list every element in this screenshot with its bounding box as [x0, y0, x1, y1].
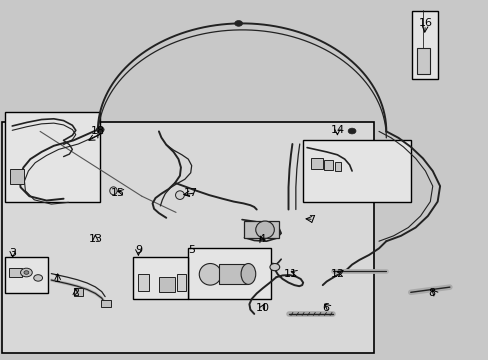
Bar	[416, 48, 429, 74]
Circle shape	[34, 275, 42, 281]
Bar	[411, 11, 437, 79]
Text: 18: 18	[91, 126, 105, 136]
Bar	[324, 160, 332, 170]
Bar	[133, 257, 188, 299]
Text: 15: 15	[110, 188, 124, 198]
Bar	[243, 221, 278, 238]
Ellipse shape	[175, 191, 184, 199]
Circle shape	[96, 127, 104, 132]
Text: 12: 12	[330, 269, 344, 279]
Text: 8: 8	[427, 288, 434, 298]
Text: 3: 3	[9, 248, 16, 258]
Text: 17: 17	[183, 188, 198, 198]
Text: 4: 4	[258, 234, 264, 244]
Circle shape	[24, 271, 29, 274]
Ellipse shape	[109, 187, 117, 195]
Bar	[74, 288, 83, 296]
Text: 10: 10	[255, 303, 269, 313]
Bar	[188, 248, 271, 299]
Ellipse shape	[255, 221, 274, 238]
Text: 9: 9	[135, 245, 142, 255]
Text: 5: 5	[188, 245, 195, 255]
Bar	[219, 264, 248, 284]
Text: 16: 16	[418, 18, 431, 28]
Ellipse shape	[199, 264, 221, 285]
Bar	[5, 257, 48, 293]
Text: 7: 7	[307, 215, 315, 225]
Text: 13: 13	[88, 234, 102, 244]
Bar	[138, 274, 148, 291]
Circle shape	[269, 264, 279, 271]
Circle shape	[234, 21, 242, 26]
Text: 2: 2	[72, 288, 79, 298]
Bar	[5, 112, 100, 202]
Text: 1: 1	[54, 274, 61, 284]
Text: 14: 14	[330, 125, 344, 135]
Bar	[101, 300, 111, 307]
Bar	[177, 274, 185, 291]
Circle shape	[20, 268, 32, 277]
Bar	[334, 162, 341, 171]
Text: 11: 11	[284, 269, 298, 279]
Bar	[310, 158, 322, 169]
Bar	[10, 169, 24, 184]
Ellipse shape	[241, 264, 255, 284]
Circle shape	[347, 128, 355, 134]
Bar	[159, 277, 174, 292]
Text: 6: 6	[322, 303, 328, 313]
Bar	[9, 268, 22, 277]
Bar	[303, 140, 410, 202]
Bar	[2, 122, 373, 353]
